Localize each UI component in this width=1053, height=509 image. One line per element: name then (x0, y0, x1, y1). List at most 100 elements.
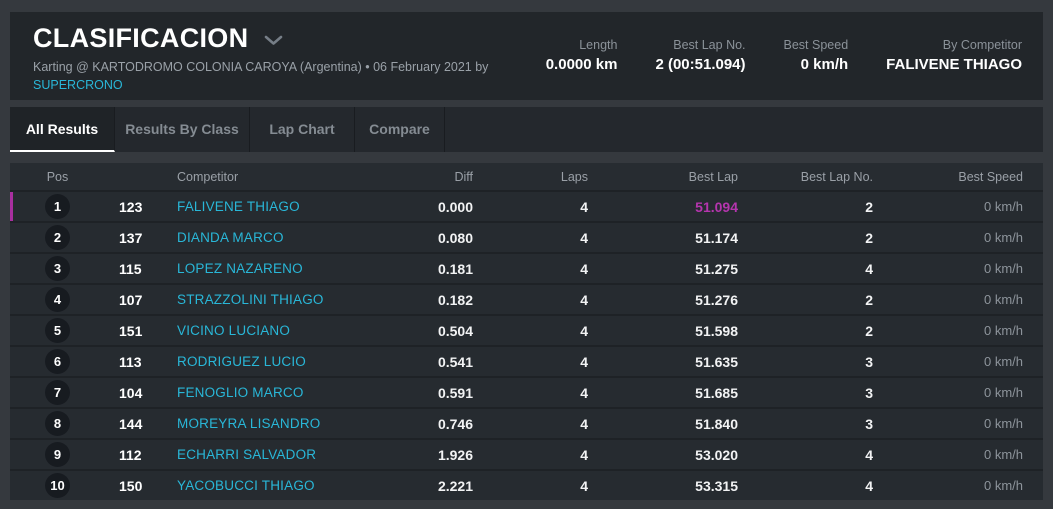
page-title: CLASIFICACION (33, 23, 249, 53)
session-title-block: CLASIFICACION Karting @ KARTODROMO COLON… (10, 12, 488, 100)
table-row[interactable]: 3 115 LOPEZ NAZARENO 0.181 4 51.275 4 0 … (10, 252, 1043, 283)
col-header-diff: Diff (454, 169, 473, 184)
best-lap-no-value: 3 (865, 415, 873, 432)
kart-number: 104 (119, 384, 143, 401)
best-lap-value: 51.598 (695, 322, 738, 339)
tab-compare[interactable]: Compare (355, 107, 445, 152)
best-lap-no-value: 2 (865, 198, 873, 215)
stat-best-speed: Best Speed 0 km/h (784, 38, 849, 100)
stat-best-speed-value: 0 km/h (800, 56, 849, 73)
pos-badge: 1 (45, 194, 70, 219)
best-speed-value: 0 km/h (983, 478, 1023, 493)
laps-value: 4 (580, 322, 588, 339)
competitor-name[interactable]: DIANDA MARCO (177, 230, 284, 245)
diff-value: 0.080 (437, 229, 473, 246)
results-tab-bar: All Results Results By Class Lap Chart C… (10, 107, 1043, 152)
table-row[interactable]: 5 151 VICINO LUCIANO 0.504 4 51.598 2 0 … (10, 314, 1043, 345)
best-lap-value: 51.635 (695, 353, 738, 370)
table-row[interactable]: 4 107 STRAZZOLINI THIAGO 0.182 4 51.276 … (10, 283, 1043, 314)
laps-value: 4 (580, 384, 588, 401)
best-lap-value: 51.275 (695, 260, 738, 277)
competitor-name[interactable]: FALIVENE THIAGO (177, 199, 300, 214)
best-lap-no-value: 3 (865, 384, 873, 401)
pos-badge: 2 (45, 225, 70, 250)
best-speed-value: 0 km/h (983, 447, 1023, 462)
best-lap-value: 51.685 (695, 384, 738, 401)
laps-value: 4 (580, 446, 588, 463)
stat-best-lap-no-label: Best Lap No. (673, 38, 746, 52)
competitor-name[interactable]: MOREYRA LISANDRO (177, 416, 321, 431)
diff-value: 0.541 (437, 353, 473, 370)
kart-number: 137 (119, 229, 143, 246)
best-lap-value: 51.094 (695, 198, 738, 215)
stat-length-value: 0.0000 km (545, 56, 618, 73)
chevron-down-icon[interactable] (264, 35, 283, 46)
table-row[interactable]: 8 144 MOREYRA LISANDRO 0.746 4 51.840 3 … (10, 407, 1043, 438)
diff-value: 0.182 (437, 291, 473, 308)
competitor-name[interactable]: STRAZZOLINI THIAGO (177, 292, 324, 307)
best-speed-value: 0 km/h (983, 292, 1023, 307)
pos-badge: 10 (45, 473, 70, 498)
results-table-body: 1 123 FALIVENE THIAGO 0.000 4 51.094 2 0… (10, 190, 1043, 500)
diff-value: 1.926 (437, 446, 473, 463)
table-row[interactable]: 6 113 RODRIGUEZ LUCIO 0.541 4 51.635 3 0… (10, 345, 1043, 376)
best-speed-value: 0 km/h (983, 323, 1023, 338)
table-row[interactable]: 7 104 FENOGLIO MARCO 0.591 4 51.685 3 0 … (10, 376, 1043, 407)
kart-number: 107 (119, 291, 143, 308)
laps-value: 4 (580, 415, 588, 432)
stat-by-competitor-value: FALIVENE THIAGO (886, 56, 1022, 73)
diff-value: 0.746 (437, 415, 473, 432)
results-table: Pos Competitor Diff Laps Best Lap Best L… (10, 163, 1043, 500)
table-row[interactable]: 2 137 DIANDA MARCO 0.080 4 51.174 2 0 km… (10, 221, 1043, 252)
pos-badge: 4 (45, 287, 70, 312)
laps-value: 4 (580, 477, 588, 494)
pos-badge: 9 (45, 442, 70, 467)
col-header-best-lap: Best Lap (688, 169, 738, 184)
session-header: CLASIFICACION Karting @ KARTODROMO COLON… (10, 12, 1043, 100)
competitor-name[interactable]: YACOBUCCI THIAGO (177, 478, 315, 493)
stat-length-label: Length (579, 38, 618, 52)
competitor-name[interactable]: RODRIGUEZ LUCIO (177, 354, 307, 369)
results-table-header: Pos Competitor Diff Laps Best Lap Best L… (10, 163, 1043, 190)
kart-number: 144 (119, 415, 143, 432)
col-header-pos: Pos (46, 169, 69, 184)
diff-value: 0.591 (437, 384, 473, 401)
kart-number: 123 (119, 198, 143, 215)
stat-best-lap-no-value: 2 (00:51.094) (655, 56, 746, 73)
best-lap-value: 51.276 (695, 291, 738, 308)
best-speed-value: 0 km/h (983, 230, 1023, 245)
tab-results-by-class[interactable]: Results By Class (115, 107, 250, 152)
pos-badge: 3 (45, 256, 70, 281)
pos-badge: 6 (45, 349, 70, 374)
best-speed-value: 0 km/h (983, 354, 1023, 369)
tab-all-results[interactable]: All Results (10, 107, 115, 152)
best-lap-value: 51.840 (695, 415, 738, 432)
stat-by-competitor: By Competitor FALIVENE THIAGO (886, 38, 1022, 100)
competitor-name[interactable]: LOPEZ NAZARENO (177, 261, 303, 276)
table-row[interactable]: 10 150 YACOBUCCI THIAGO 2.221 4 53.315 4… (10, 469, 1043, 500)
col-header-competitor: Competitor (177, 169, 239, 184)
best-speed-value: 0 km/h (983, 199, 1023, 214)
session-subtitle-text: Karting @ KARTODROMO COLONIA CAROYA (Arg… (33, 60, 489, 74)
competitor-name[interactable]: VICINO LUCIANO (177, 323, 291, 338)
table-row[interactable]: 9 112 ECHARRI SALVADOR 1.926 4 53.020 4 … (10, 438, 1043, 469)
pos-badge: 5 (45, 318, 70, 343)
stat-length: Length 0.0000 km (546, 38, 618, 100)
stat-by-competitor-label: By Competitor (942, 38, 1022, 52)
competitor-name[interactable]: ECHARRI SALVADOR (177, 447, 317, 462)
best-lap-no-value: 4 (865, 446, 873, 463)
organizer-link[interactable]: SUPERCRONO (33, 78, 123, 93)
laps-value: 4 (580, 260, 588, 277)
best-lap-no-value: 3 (865, 353, 873, 370)
best-speed-value: 0 km/h (983, 261, 1023, 276)
kart-number: 113 (119, 353, 142, 370)
diff-value: 0.504 (437, 322, 473, 339)
competitor-name[interactable]: FENOGLIO MARCO (177, 385, 304, 400)
table-row[interactable]: 1 123 FALIVENE THIAGO 0.000 4 51.094 2 0… (10, 190, 1043, 221)
pos-badge: 8 (45, 411, 70, 436)
best-lap-no-value: 4 (865, 260, 873, 277)
tab-lap-chart[interactable]: Lap Chart (250, 107, 355, 152)
laps-value: 4 (580, 353, 588, 370)
kart-number: 150 (119, 477, 143, 494)
col-header-best-lap-no: Best Lap No. (800, 169, 873, 184)
